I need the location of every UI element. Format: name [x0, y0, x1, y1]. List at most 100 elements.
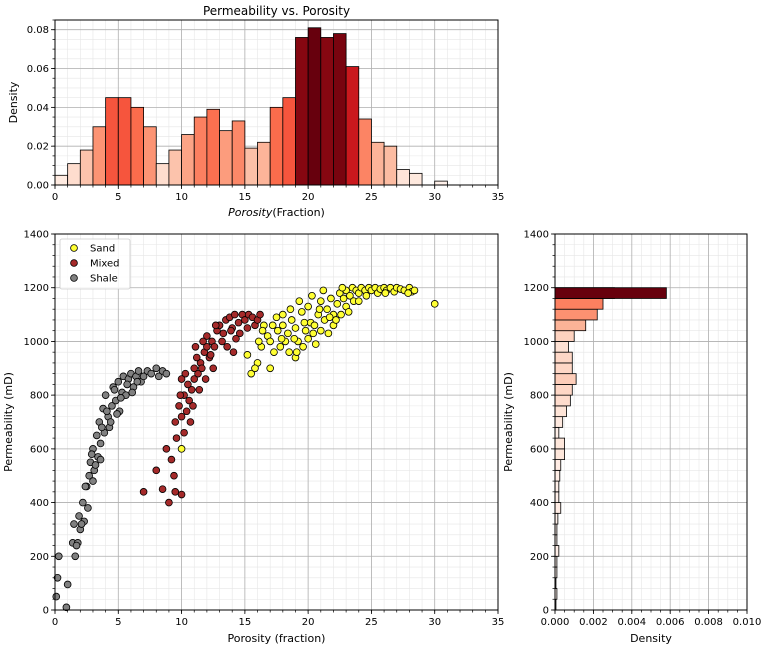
- point-mixed: [187, 385, 196, 394]
- point-mixed: [176, 391, 185, 399]
- point-mixed: [194, 369, 202, 378]
- y-tick-label: 800: [530, 391, 549, 402]
- x-tick-label: 0: [52, 617, 58, 628]
- point-sand: [279, 321, 287, 330]
- point-sand: [285, 348, 293, 356]
- point-mixed: [201, 375, 210, 383]
- point-shale: [91, 461, 100, 469]
- point-sand: [266, 337, 274, 346]
- y-tick-label: 800: [30, 391, 49, 402]
- point-mixed: [198, 364, 206, 373]
- point-sand: [308, 291, 316, 300]
- point-shale: [117, 394, 125, 402]
- point-shale: [162, 369, 171, 378]
- point-mixed: [227, 326, 235, 335]
- point-mixed: [230, 310, 239, 319]
- point-sand: [251, 364, 259, 373]
- point-mixed: [229, 348, 238, 356]
- point-mixed: [177, 490, 186, 499]
- point-mixed: [211, 321, 220, 330]
- x-tick-label: 15: [238, 617, 251, 628]
- point-sand: [381, 289, 390, 297]
- permeability-bar: [554, 362, 573, 375]
- porosity-bar: [206, 108, 220, 186]
- porosity-bar: [333, 33, 347, 186]
- point-mixed: [171, 418, 180, 426]
- porosity-bar: [345, 66, 360, 186]
- point-shale: [62, 603, 71, 612]
- point-sand: [339, 294, 348, 303]
- legend-box: [59, 238, 131, 290]
- point-shale: [154, 372, 163, 381]
- point-sand: [404, 289, 412, 297]
- point-shale: [75, 512, 83, 520]
- point-shale: [101, 391, 110, 399]
- chart-title: Permeability vs. Porosity: [203, 4, 350, 18]
- permeability-bar: [554, 459, 562, 471]
- point-shale: [103, 407, 111, 416]
- porosity-bar: [434, 180, 448, 186]
- x-tick-label: 0.000: [541, 617, 570, 628]
- y-tick-label: 0.06: [27, 64, 49, 75]
- x-tick-label: 25: [365, 617, 378, 628]
- point-mixed: [189, 402, 197, 410]
- permeability-bar: [554, 426, 560, 439]
- x-tick-label: 10: [175, 617, 188, 628]
- point-shale: [147, 369, 155, 378]
- permeability-bar: [554, 351, 573, 364]
- series-sand: [177, 283, 439, 453]
- porosity-bar: [130, 106, 144, 186]
- point-mixed: [223, 342, 231, 351]
- y-axis-label: Permeability (mD): [502, 372, 515, 472]
- x-tick-label: 0.004: [617, 617, 646, 628]
- x-axis-label-italic: Porosity: [228, 206, 273, 219]
- point-shale: [113, 410, 121, 418]
- point-sand: [273, 326, 282, 335]
- point-shale: [139, 372, 148, 381]
- point-mixed: [218, 337, 226, 346]
- point-sand: [337, 310, 345, 319]
- point-sand: [284, 329, 292, 338]
- point-sand: [177, 445, 186, 453]
- point-mixed: [167, 455, 176, 464]
- point-shale: [108, 402, 116, 410]
- x-tick-label: 20: [302, 192, 315, 203]
- permeability-bar: [554, 394, 571, 407]
- point-sand: [332, 316, 340, 324]
- y-axis-label: Permeability (mD): [2, 372, 15, 472]
- point-sand: [309, 329, 318, 338]
- point-sand: [319, 286, 328, 295]
- porosity-bar: [408, 172, 423, 186]
- point-mixed: [243, 324, 252, 332]
- porosity-bar: [219, 130, 233, 186]
- point-sand: [316, 326, 325, 335]
- point-mixed: [181, 369, 190, 378]
- y-tick-label: 1400: [524, 230, 549, 241]
- point-shale: [85, 471, 93, 480]
- legend-marker-mixed: [70, 259, 78, 267]
- point-mixed: [182, 407, 191, 416]
- point-shale: [128, 388, 137, 397]
- porosity-histogram-panel: 0 5 10 15 20 25 30 35 0.00 0.02 0.04 0.06 0.08 Permea…: [7, 4, 504, 219]
- x-axis-label: Density: [630, 632, 672, 645]
- point-mixed: [190, 364, 199, 373]
- porosity-bar: [155, 163, 170, 186]
- point-mixed: [232, 334, 240, 343]
- point-sand: [247, 369, 255, 378]
- point-sand: [290, 334, 299, 343]
- permeability-bar: [554, 448, 566, 461]
- point-shale: [87, 450, 96, 459]
- permeability-bar: [554, 330, 575, 342]
- permeability-bar: [554, 287, 667, 299]
- legend-label-shale: Shale: [90, 274, 118, 285]
- x-tick-label: 5: [115, 617, 121, 628]
- point-mixed: [241, 316, 249, 324]
- point-sand: [258, 326, 267, 335]
- point-shale: [79, 498, 87, 507]
- x-axis-label: Porosity(Fraction): [228, 206, 325, 219]
- point-mixed: [177, 375, 186, 383]
- porosity-bar: [320, 37, 334, 186]
- x-tick-label: 25: [365, 192, 378, 203]
- point-shale: [98, 423, 106, 432]
- point-shale: [152, 364, 161, 373]
